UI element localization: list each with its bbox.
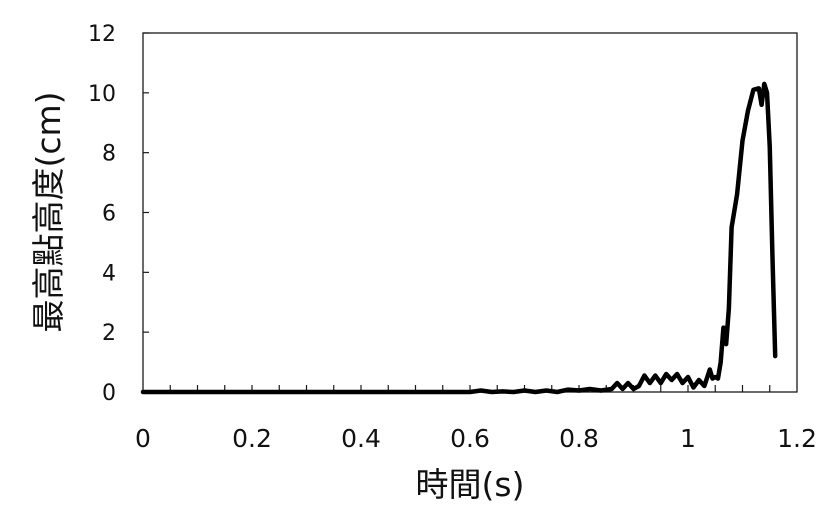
y-tick-label: 2 xyxy=(102,321,116,346)
x-axis-label: 時間(s) xyxy=(416,465,525,504)
plot-frame xyxy=(142,32,798,393)
x-tick-label: 0.8 xyxy=(559,424,599,453)
x-tick-label: 0 xyxy=(135,424,151,453)
y-axis: 0 2 4 6 8 10 12 xyxy=(88,22,149,406)
y-tick-label: 10 xyxy=(88,82,116,107)
y-axis-label: 最高點高度(cm) xyxy=(29,91,68,332)
x-axis: 0 0.2 0.4 0.6 0.8 1 1.2 xyxy=(135,385,817,453)
x-tick-label: 1 xyxy=(680,424,696,453)
y-tick-label: 4 xyxy=(102,261,116,286)
series-line xyxy=(140,81,778,395)
y-tick-label: 12 xyxy=(88,22,116,47)
y-tick-label: 8 xyxy=(102,142,116,167)
x-tick-label: 0.4 xyxy=(341,424,381,453)
x-tick-label: 0.2 xyxy=(232,424,272,453)
y-tick-label: 0 xyxy=(102,381,116,406)
x-tick-label: 0.6 xyxy=(450,424,490,453)
y-tick-label: 6 xyxy=(102,202,116,227)
x-tick-label: 1.2 xyxy=(777,424,817,453)
